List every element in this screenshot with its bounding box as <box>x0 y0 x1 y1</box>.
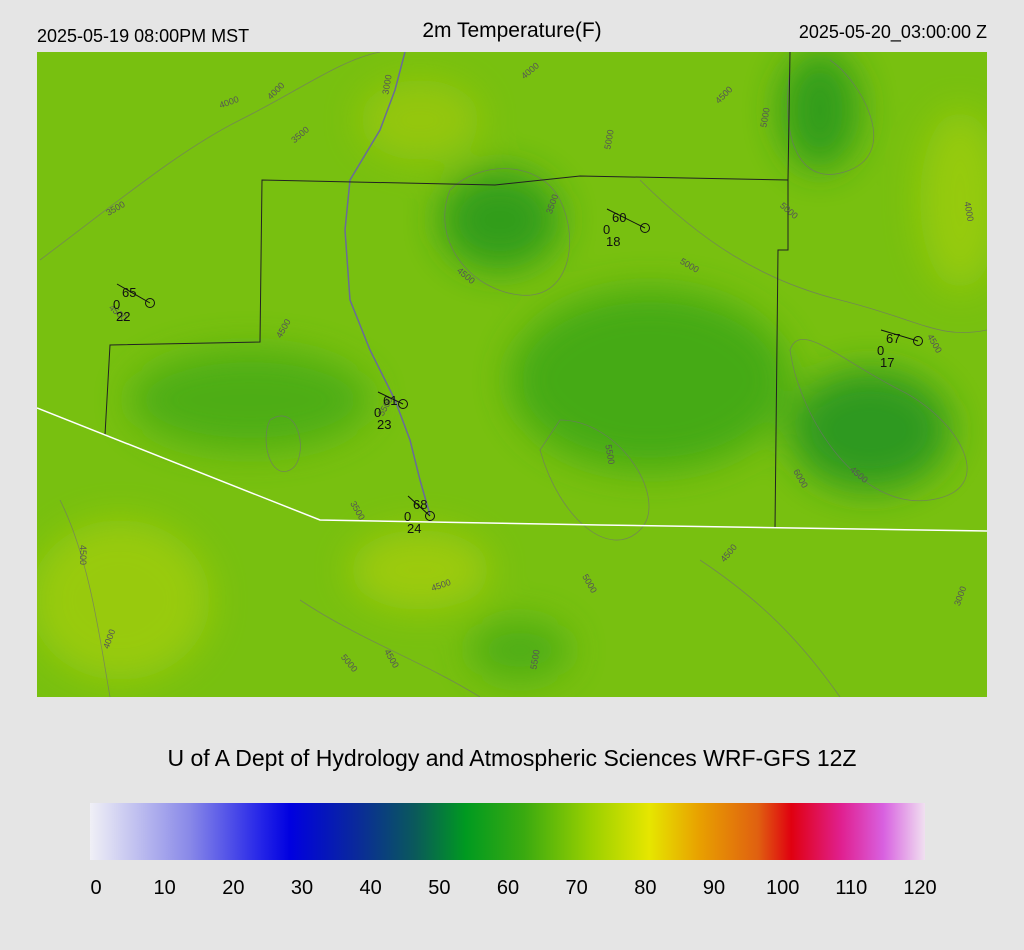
wind-barb <box>116 283 151 304</box>
station-dewpoint: 22 <box>116 309 130 324</box>
contour-label: 5000 <box>602 129 615 150</box>
station-dewpoint: 24 <box>407 521 421 536</box>
station-cloud: 0 <box>603 222 610 237</box>
colorbar-tick-label: 10 <box>154 877 176 899</box>
station-cloud: 0 <box>113 297 120 312</box>
station-temperature: 68 <box>413 497 427 512</box>
station-circle <box>398 399 408 409</box>
station-cloud: 0 <box>404 509 411 524</box>
wind-barb <box>880 329 919 342</box>
colorbar-tick-label: 30 <box>291 877 313 899</box>
station-cloud: 0 <box>877 343 884 358</box>
valid-local: 2025-05-19 08:00PM MST <box>37 26 249 46</box>
station-dewpoint: 23 <box>377 417 391 432</box>
colorbar-tick-label: 60 <box>497 877 519 899</box>
valid-utc: 2025-05-20_03:00:00 Z <box>799 22 987 43</box>
colorbar-tick-label: 100 <box>766 877 799 899</box>
station-temperature: 60 <box>612 210 626 225</box>
map-title: 2m Temperature(F) <box>422 19 601 42</box>
colorbar <box>90 803 925 860</box>
colorbar-tick-label: 90 <box>703 877 725 899</box>
colorbar-tick-label: 80 <box>634 877 656 899</box>
colorbar-tick-label: 50 <box>428 877 450 899</box>
station-circle <box>145 298 155 308</box>
station-temperature: 65 <box>122 285 136 300</box>
station-circle <box>425 511 435 521</box>
colorbar-tick-label: 20 <box>222 877 244 899</box>
contour-label: 5000 <box>758 107 771 128</box>
colorbar-tick-label: 120 <box>903 877 936 899</box>
colorbar-tick-label: 110 <box>835 877 867 899</box>
credit: U of A Dept of Hydrology and Atmospheric… <box>167 745 856 771</box>
contour-label: 3000 <box>380 74 393 95</box>
wind-barb <box>606 208 646 229</box>
contour-label: 5500 <box>528 649 541 670</box>
contour-label: 4500 <box>78 545 88 565</box>
contour-label: 5500 <box>603 444 616 465</box>
station-temperature: 67 <box>886 331 900 346</box>
contour-label: 4000 <box>962 201 975 222</box>
station-dewpoint: 18 <box>606 234 620 249</box>
station-circle <box>913 336 923 346</box>
colorbar-tick-label: 70 <box>566 877 588 899</box>
colorbar-tick-label: 40 <box>360 877 382 899</box>
station-cloud: 0 <box>374 405 381 420</box>
station-circle <box>640 223 650 233</box>
station-temperature: 61 <box>383 393 397 408</box>
station-dewpoint: 17 <box>880 355 894 370</box>
colorbar-tick-label: 0 <box>90 877 101 899</box>
